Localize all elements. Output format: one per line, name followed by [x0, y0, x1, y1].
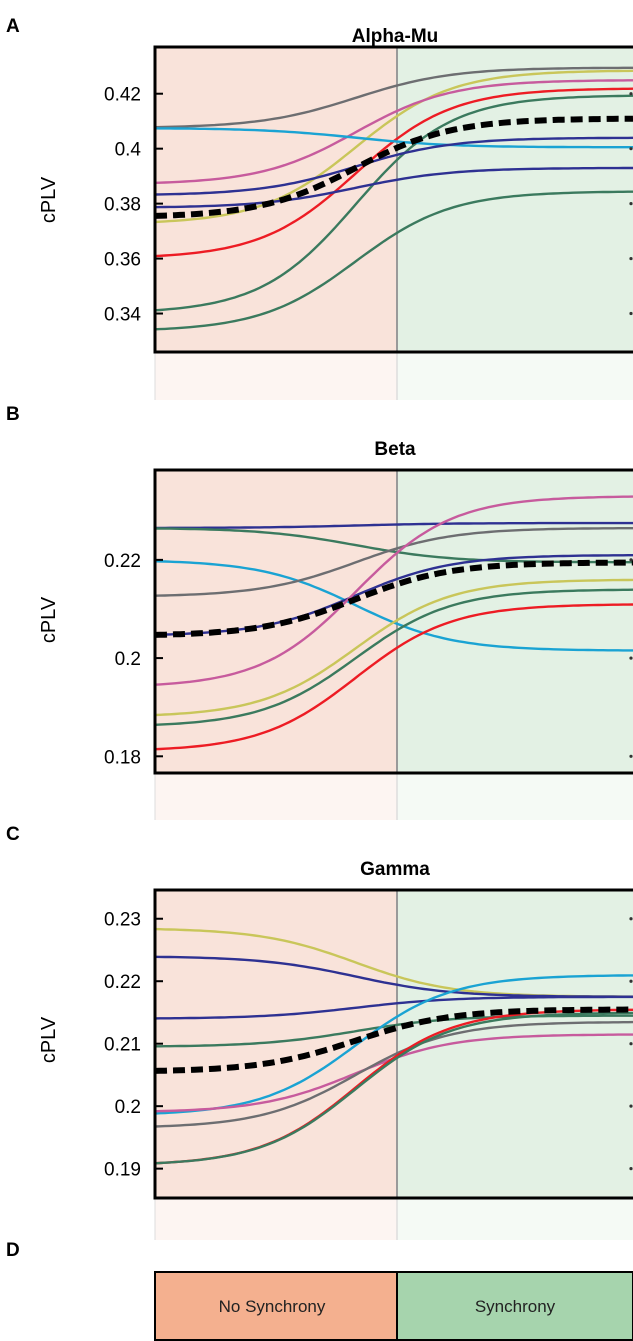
right-tick-dot — [629, 558, 633, 562]
right-tick-dot — [629, 1104, 633, 1108]
synchrony-fade — [397, 1198, 633, 1240]
mean-line — [154, 559, 633, 638]
series-line-5 — [154, 495, 633, 686]
series-line-4 — [154, 974, 633, 1115]
series-line-6 — [154, 578, 633, 717]
synchrony-region — [397, 470, 633, 773]
synchrony-fade — [397, 773, 633, 820]
synchrony-fade — [397, 352, 633, 400]
y-tick-label: 0.34 — [104, 305, 141, 326]
y-tick-label: 0.38 — [104, 195, 141, 216]
y-tick-label: 0.22 — [104, 972, 141, 993]
series-line-2 — [154, 995, 633, 1020]
synchrony-region — [397, 890, 633, 1198]
panel-letter: C — [6, 824, 20, 845]
right-tick-dot — [629, 311, 633, 316]
right-tick-dot — [629, 917, 633, 921]
plot-frame — [153, 888, 633, 1200]
legend-no-synchrony-label: No Synchrony — [219, 1297, 326, 1316]
series-line-6 — [154, 136, 633, 196]
right-tick-dot — [629, 92, 633, 96]
right-tick-dot — [629, 202, 633, 206]
series-line-7 — [154, 166, 633, 209]
panel-letter: D — [6, 1240, 20, 1261]
right-tick-dot — [629, 979, 633, 983]
series-line-2 — [154, 79, 633, 184]
y-tick-label: 0.19 — [104, 1160, 141, 1181]
panel-alpha-mu: A Alpha-Mu cPLV 0.42 0.4 0.38 0.36 0.34 — [6, 16, 633, 400]
y-tick-label: 0.23 — [104, 910, 141, 931]
series-line-4 — [154, 94, 633, 312]
y-axis-label: cPLV — [38, 176, 60, 223]
series-line-3 — [154, 527, 633, 597]
legend-no-synchrony-box — [154, 1271, 398, 1341]
panel-title: Beta — [374, 439, 416, 460]
no-synchrony-fade — [155, 773, 397, 820]
series-line-8 — [154, 190, 633, 331]
series-line-8 — [154, 603, 633, 751]
legend-synchrony-label: Synchrony — [475, 1297, 556, 1316]
panel-beta: B Beta cPLV 0.22 0.2 0.18 — [6, 404, 633, 820]
right-tick-dot — [629, 147, 633, 151]
no-synchrony-fade — [155, 1198, 397, 1240]
series-line-6 — [154, 1020, 633, 1128]
no-synchrony-fade — [155, 352, 397, 400]
synchrony-region — [397, 47, 633, 352]
condition-legend: D No Synchrony Synchrony — [6, 1240, 633, 1341]
series-line-0 — [154, 66, 633, 129]
panel-title: Gamma — [360, 859, 430, 880]
y-tick-label: 0.42 — [104, 85, 141, 106]
mean-line — [154, 115, 633, 219]
right-tick-dot — [629, 256, 633, 261]
series-line-8 — [154, 1011, 633, 1165]
right-tick-dot — [629, 1167, 633, 1171]
panel-letter: A — [6, 16, 20, 37]
right-tick-dot — [629, 1042, 633, 1046]
panel-gamma: C Gamma cPLV 0.23 0.22 0.21 0.2 0.19 — [6, 824, 633, 1240]
y-axis-label: cPLV — [38, 1016, 60, 1063]
right-tick-dot — [629, 656, 633, 660]
series-line-0 — [155, 521, 633, 530]
right-tick-dot — [629, 754, 633, 758]
panel-title: Alpha-Mu — [352, 26, 439, 47]
y-tick-label: 0.2 — [115, 649, 141, 670]
y-tick-label: 0.18 — [104, 747, 141, 768]
panel-letter: B — [6, 404, 20, 425]
series-line-5 — [154, 127, 633, 149]
series-line-7 — [154, 588, 633, 726]
no-synchrony-region — [155, 890, 397, 1198]
plot-frame — [153, 468, 633, 775]
y-axis-label: cPLV — [38, 596, 60, 643]
y-tick-label: 0.22 — [104, 551, 141, 572]
y-tick-label: 0.21 — [104, 1035, 141, 1056]
legend-synchrony-box — [396, 1271, 633, 1341]
y-tick-label: 0.36 — [104, 250, 141, 271]
mean-line — [154, 1006, 633, 1074]
plot-frame — [153, 45, 633, 354]
y-tick-label: 0.2 — [115, 1097, 141, 1118]
y-tick-label: 0.4 — [115, 140, 142, 161]
